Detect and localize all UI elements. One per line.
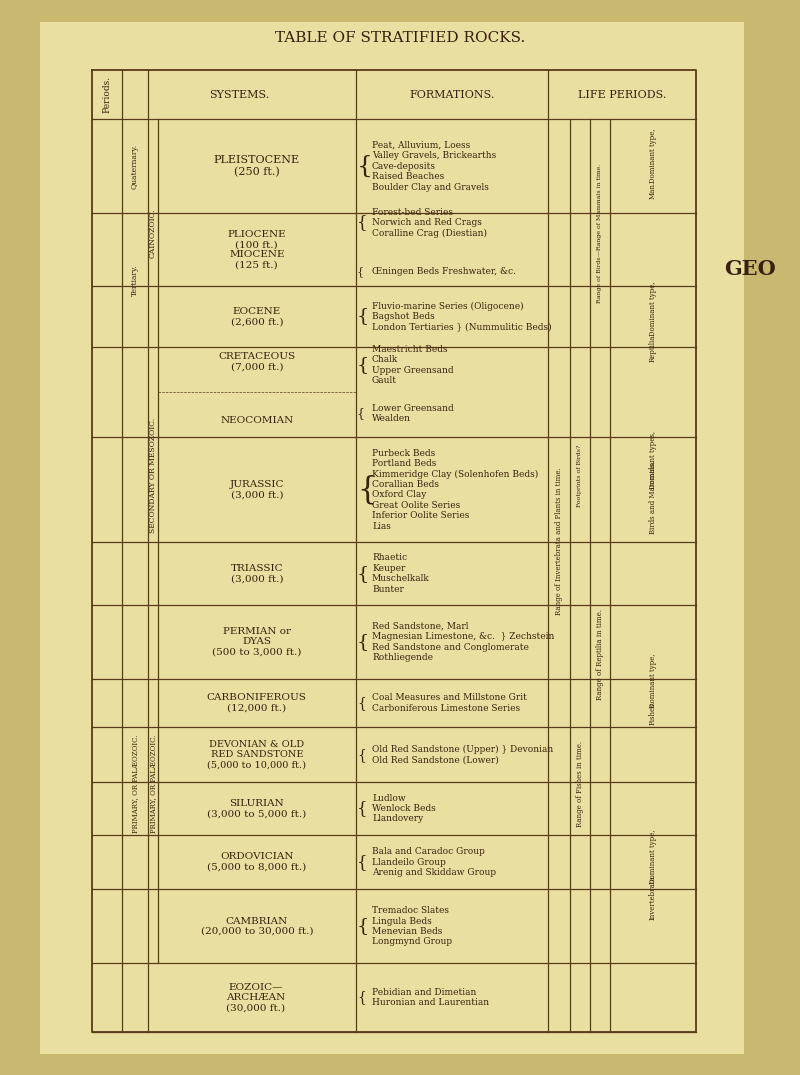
Text: {: {: [357, 990, 366, 1005]
Text: Bala and Caradoc Group
Llandeilo Group
Arenig and Skiddaw Group: Bala and Caradoc Group Llandeilo Group A…: [372, 847, 496, 877]
Text: LIFE PERIODS.: LIFE PERIODS.: [578, 89, 666, 100]
Text: CAMBRIAN
(20,000 to 30,000 ft.): CAMBRIAN (20,000 to 30,000 ft.): [201, 917, 313, 936]
Text: Range of Birds—Range of Mammals in time.: Range of Birds—Range of Mammals in time.: [597, 163, 602, 303]
Text: {: {: [357, 407, 365, 420]
Text: Rhaetic
Keuper
Muschelkalk
Bunter: Rhaetic Keuper Muschelkalk Bunter: [372, 554, 430, 593]
Text: FORMATIONS.: FORMATIONS.: [410, 89, 494, 100]
Text: Dominant type,: Dominant type,: [649, 128, 657, 183]
Text: Dominant type,: Dominant type,: [649, 654, 657, 708]
Text: ORDOVICIAN
(5,000 to 8,000 ft.): ORDOVICIAN (5,000 to 8,000 ft.): [207, 852, 306, 872]
Text: PERMIAN or
DYAS
(500 to 3,000 ft.): PERMIAN or DYAS (500 to 3,000 ft.): [212, 627, 302, 657]
Text: TRIASSIC
(3,000 ft.): TRIASSIC (3,000 ft.): [230, 564, 283, 584]
Text: SECONDARY OR MESOZOIC.: SECONDARY OR MESOZOIC.: [149, 418, 157, 533]
Text: NEOCOMIAN: NEOCOMIAN: [220, 416, 294, 426]
Text: Purbeck Beds
Portland Beds
Kimmeridge Clay (Solenhofen Beds)
Corallian Beds
Oxfo: Purbeck Beds Portland Beds Kimmeridge Cl…: [372, 448, 538, 531]
Text: Range of Reptilia in time.: Range of Reptilia in time.: [595, 610, 604, 701]
Text: Invertebrata.: Invertebrata.: [649, 873, 657, 920]
Text: Man.: Man.: [649, 181, 657, 199]
Text: EOZOIC—
ARCHÆAN
(30,000 ft.): EOZOIC— ARCHÆAN (30,000 ft.): [226, 983, 286, 1013]
Text: Old Red Sandstone (Upper) } Devonian
Old Red Sandstone (Lower): Old Red Sandstone (Upper) } Devonian Old…: [372, 745, 554, 764]
Text: Fishes.: Fishes.: [649, 701, 657, 726]
FancyBboxPatch shape: [40, 22, 744, 1054]
Text: Footprints of Birds?: Footprints of Birds?: [578, 445, 582, 507]
Text: PRIMARY, OR PALÆOZOIC.: PRIMARY, OR PALÆOZOIC.: [130, 735, 139, 833]
Text: Œningen Beds Freshwater, &c.: Œningen Beds Freshwater, &c.: [372, 267, 516, 276]
Text: {: {: [357, 800, 367, 817]
Text: Ludlow
Wenlock Beds
Llandovery: Ludlow Wenlock Beds Llandovery: [372, 793, 436, 823]
Text: {: {: [357, 697, 366, 711]
Text: Dominant type,: Dominant type,: [649, 829, 657, 884]
Text: Fluvio-marine Series (Oligocene)
Bagshot Beds
London Tertiaries } (Nummulitic Be: Fluvio-marine Series (Oligocene) Bagshot…: [372, 301, 552, 331]
Text: PRIMARY, OR PALÆOZOIC.: PRIMARY, OR PALÆOZOIC.: [149, 735, 157, 833]
Text: {: {: [357, 266, 364, 276]
Text: Tertiary.: Tertiary.: [130, 264, 139, 296]
Text: SILURIAN
(3,000 to 5,000 ft.): SILURIAN (3,000 to 5,000 ft.): [207, 799, 306, 818]
Text: SYSTEMS.: SYSTEMS.: [209, 89, 269, 100]
Text: Forest-bed Series
Norwich and Red Crags
Coralline Crag (Diestian): Forest-bed Series Norwich and Red Crags …: [372, 207, 487, 238]
Text: {: {: [357, 917, 369, 935]
Text: Dominant type,: Dominant type,: [649, 282, 657, 336]
Text: Quaternary.: Quaternary.: [130, 144, 139, 189]
Text: Maestricht Beds
Chalk
Upper Greensand
Gault: Maestricht Beds Chalk Upper Greensand Ga…: [372, 345, 454, 385]
Text: CARBONIFEROUS
(12,000 ft.): CARBONIFEROUS (12,000 ft.): [207, 693, 306, 713]
Text: TABLE OF STRATIFIED ROCKS.: TABLE OF STRATIFIED ROCKS.: [275, 30, 525, 45]
Text: Red Sandstone, Marl
Magnesian Limestone, &c.  } Zechstein
Red Sandstone and Cong: Red Sandstone, Marl Magnesian Limestone,…: [372, 621, 554, 662]
Text: {: {: [357, 214, 367, 231]
Text: {: {: [357, 854, 367, 871]
Text: Range of Fishes in time.: Range of Fishes in time.: [576, 741, 584, 827]
Text: Periods.: Periods.: [102, 76, 111, 113]
Text: {: {: [357, 474, 376, 505]
Text: Pebidian and Dimetian
Huronian and Laurentian: Pebidian and Dimetian Huronian and Laure…: [372, 988, 489, 1007]
Text: {: {: [357, 748, 366, 762]
Text: Tremadoc Slates
Lingula Beds
Menevian Beds
Longmynd Group: Tremadoc Slates Lingula Beds Menevian Be…: [372, 906, 452, 946]
Text: Range of Invertebrata and Plants in time.: Range of Invertebrata and Plants in time…: [555, 468, 563, 615]
Text: {: {: [357, 564, 369, 583]
Text: Birds and Mammals.: Birds and Mammals.: [649, 461, 657, 534]
Text: CRETACEOUS
(7,000 ft.): CRETACEOUS (7,000 ft.): [218, 353, 295, 372]
Text: {: {: [357, 155, 373, 177]
Text: JURASSIC
(3,000 ft.): JURASSIC (3,000 ft.): [230, 479, 284, 500]
Text: Reptilia.: Reptilia.: [649, 332, 657, 361]
Text: EOCENE
(2,600 ft.): EOCENE (2,600 ft.): [230, 306, 283, 326]
Text: Lower Greensand
Wealden: Lower Greensand Wealden: [372, 404, 454, 424]
Text: DEVONIAN & OLD
RED SANDSTONE
(5,000 to 10,000 ft.): DEVONIAN & OLD RED SANDSTONE (5,000 to 1…: [207, 740, 306, 770]
Text: {: {: [357, 633, 369, 651]
Text: {: {: [357, 356, 369, 374]
Text: Coal Measures and Millstone Grit
Carboniferous Limestone Series: Coal Measures and Millstone Grit Carboni…: [372, 693, 527, 713]
Text: GEO: GEO: [724, 259, 776, 278]
Text: PLEISTOCENE
(250 ft.): PLEISTOCENE (250 ft.): [214, 155, 300, 177]
Text: Peat, Alluvium, Loess
Valley Gravels, Brickearths
Cave-deposits
Raised Beaches
B: Peat, Alluvium, Loess Valley Gravels, Br…: [372, 141, 496, 191]
Text: PLIOCENE
(100 ft.)
MIOCENE
(125 ft.): PLIOCENE (100 ft.) MIOCENE (125 ft.): [227, 230, 286, 270]
Text: CAINOZOIC.: CAINOZOIC.: [149, 209, 157, 258]
Text: {: {: [357, 307, 369, 326]
Text: Dominant types,: Dominant types,: [649, 431, 657, 489]
